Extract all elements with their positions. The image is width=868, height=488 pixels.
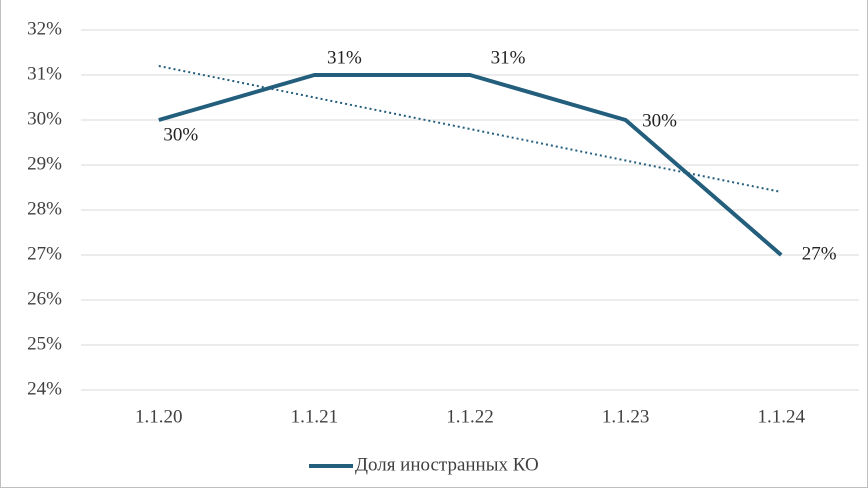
trendline	[158, 65, 782, 193]
legend-label: Доля иностранных КО	[355, 454, 539, 475]
x-tick-label: 1.1.21	[291, 406, 339, 427]
series-line	[158, 73, 783, 257]
y-tick-label: 31%	[27, 63, 62, 84]
data-label: 27%	[802, 243, 837, 264]
y-tick-label: 32%	[27, 18, 62, 39]
data-label: 31%	[327, 47, 362, 68]
y-tick-label: 27%	[27, 243, 62, 264]
y-tick-label: 28%	[27, 198, 62, 219]
y-tick-label: 26%	[27, 288, 62, 309]
data-label: 31%	[491, 47, 526, 68]
y-tick-label: 25%	[27, 333, 62, 354]
y-tick-label: 24%	[27, 378, 62, 399]
data-label: 30%	[163, 124, 198, 145]
y-tick-label: 30%	[27, 108, 62, 129]
data-label: 30%	[642, 110, 677, 131]
x-tick-label: 1.1.24	[757, 406, 805, 427]
x-tick-label: 1.1.20	[135, 406, 183, 427]
x-tick-label: 1.1.23	[602, 406, 650, 427]
x-tick-label: 1.1.22	[446, 406, 494, 427]
y-tick-label: 29%	[27, 153, 62, 174]
